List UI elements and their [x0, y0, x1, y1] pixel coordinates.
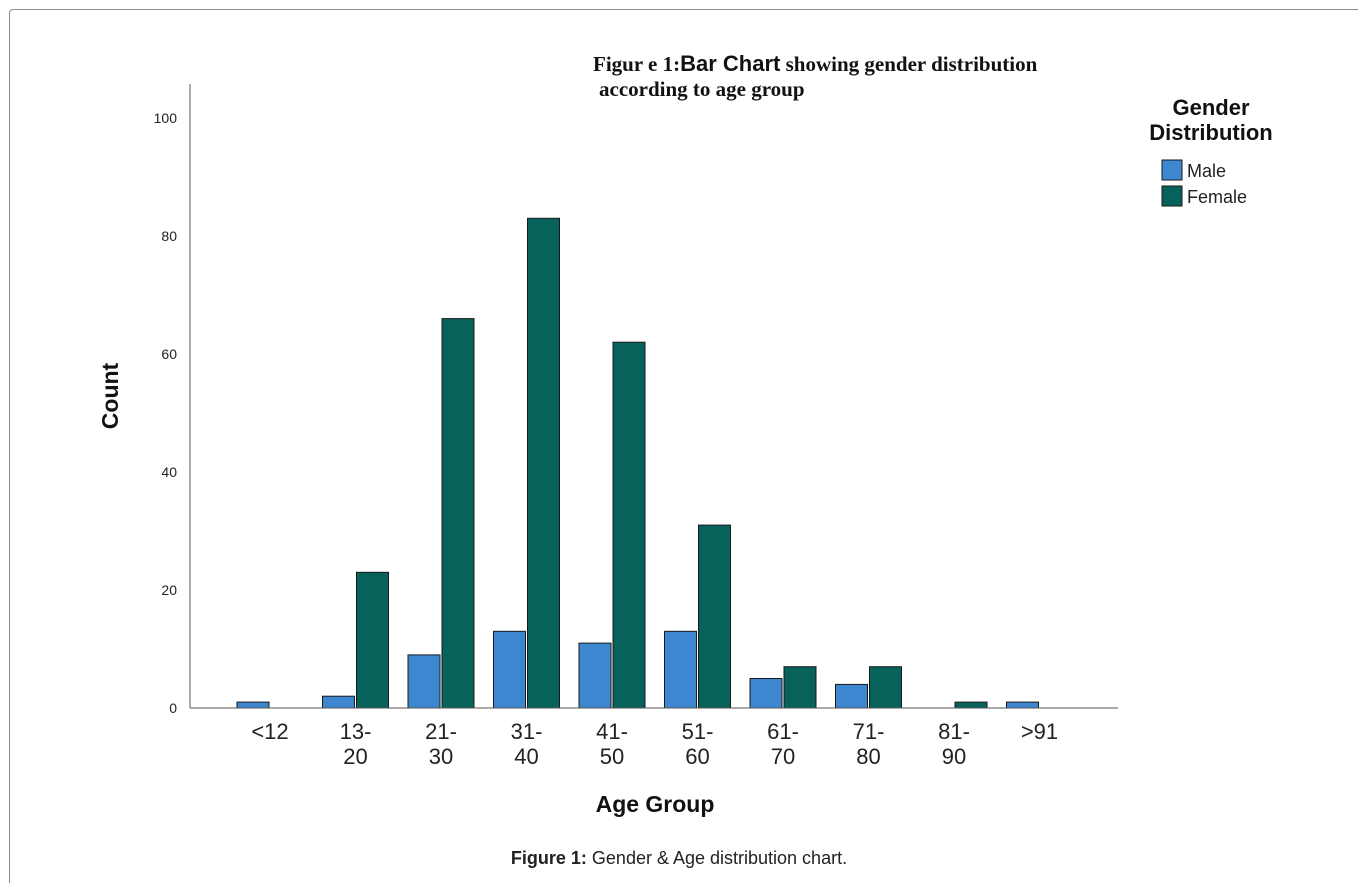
x-tick-label-line: 51-	[682, 719, 714, 744]
bar-female-5	[698, 524, 731, 709]
x-tick-label-line: 60	[685, 744, 709, 769]
chart-title-suffix: showing gender distribution	[780, 52, 1037, 76]
bar-male-7	[835, 683, 868, 709]
x-tick-label: <12	[251, 719, 288, 744]
x-tick-label-line: 61-	[767, 719, 799, 744]
x-tick-label-line: 21-	[425, 719, 457, 744]
x-axis-ticks: <12 13-20 21-30 31-40 41-50 51-60 61-70 71-80 81…	[251, 719, 1058, 769]
caption-label: Figure 1:	[510, 848, 587, 868]
x-tick-label-line: 70	[771, 744, 795, 769]
chart-title-prefix: Figur e 1:	[593, 52, 680, 76]
bar-female-6	[783, 666, 817, 709]
bar-male-5	[664, 630, 697, 709]
bar-male-6	[749, 678, 783, 709]
x-tick-label-line: 30	[429, 744, 453, 769]
y-tick-label: 80	[161, 228, 177, 244]
legend-swatch-female	[1161, 185, 1183, 207]
bar-male-4	[578, 642, 612, 709]
chart-title-main: Bar Chart	[680, 51, 781, 76]
legend-title-line1: Gender	[1172, 95, 1249, 120]
x-tick-label-line: 13-	[340, 719, 372, 744]
x-tick-label: 81-90	[938, 719, 970, 769]
x-tick-label-line: 40	[514, 744, 538, 769]
x-tick-label: >91	[1021, 719, 1058, 744]
bar-male-2	[407, 654, 441, 709]
bar-female-4	[612, 341, 646, 709]
x-tick-label-line: 41-	[596, 719, 628, 744]
bar-female-1	[356, 571, 389, 709]
figure-frame	[9, 9, 1358, 883]
bar-female-2	[441, 318, 475, 709]
caption-text: Gender & Age distribution chart.	[586, 848, 848, 868]
chart-title-line2: according to age group	[599, 77, 805, 101]
x-tick-label-line: 31-	[511, 719, 543, 744]
legend-title-line2: Distribution	[1149, 120, 1272, 145]
x-tick-label-line: 81-	[938, 719, 970, 744]
bar-male-9	[1006, 701, 1039, 709]
x-tick-label: 61-70	[767, 719, 799, 769]
bar-male-1	[322, 695, 355, 709]
y-tick-label: 100	[154, 110, 178, 126]
x-axis-label: Age Group	[596, 791, 715, 817]
x-tick-label-line: 20	[343, 744, 367, 769]
bar-female-7	[869, 666, 902, 709]
y-tick-label: 60	[161, 346, 177, 362]
x-tick-label: 41-50	[596, 719, 628, 769]
bar-chart: Figur e 1:Bar Chart showing gender distr…	[97, 51, 1273, 817]
svg-text:Figur e 1:Bar Chart showing ge: Figur e 1:Bar Chart showing gender distr…	[593, 51, 1038, 76]
x-tick-label: 71-80	[853, 719, 885, 769]
x-tick-label-line: 80	[856, 744, 880, 769]
x-tick-label: 31-40	[511, 719, 543, 769]
x-tick-label-line: >91	[1021, 719, 1058, 744]
x-tick-label-line: 71-	[853, 719, 885, 744]
x-tick-label: 21-30	[425, 719, 457, 769]
bar-female-8	[954, 701, 988, 709]
bars	[236, 217, 1039, 709]
bar-male-0	[236, 701, 270, 709]
bar-female-3	[527, 217, 560, 709]
y-tick-label: 0	[169, 700, 177, 716]
figure-caption: Figure 1: Gender & Age distribution char…	[0, 848, 1358, 869]
x-tick-label-line: <12	[251, 719, 288, 744]
y-tick-label: 40	[161, 464, 177, 480]
x-tick-label-line: 90	[942, 744, 966, 769]
legend-swatch-male	[1161, 159, 1183, 181]
y-axis-label: Count	[97, 362, 123, 429]
y-axis-ticks: 0 20 40 60 80 100	[154, 110, 178, 716]
x-tick-label-line: 50	[600, 744, 624, 769]
legend-label-male: Male	[1187, 161, 1226, 181]
legend-label-female: Female	[1187, 187, 1247, 207]
x-tick-label: 13-20	[340, 719, 372, 769]
legend: Gender Distribution Male Female	[1149, 95, 1272, 207]
bar-male-3	[493, 630, 526, 709]
chart-title: Figur e 1:Bar Chart showing gender distr…	[593, 51, 1038, 101]
x-tick-label: 51-60	[682, 719, 714, 769]
y-tick-label: 20	[161, 582, 177, 598]
